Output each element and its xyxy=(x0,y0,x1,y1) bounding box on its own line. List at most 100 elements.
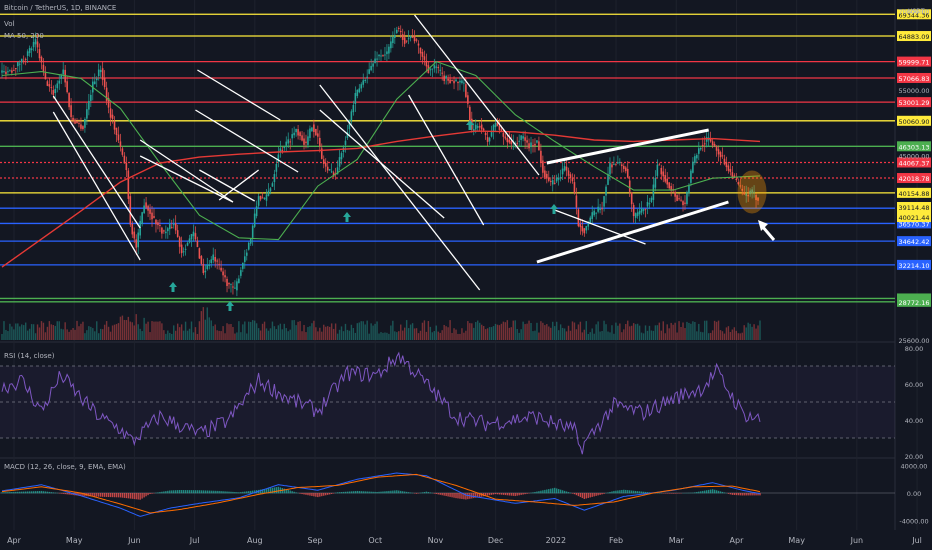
volume-bar xyxy=(658,322,661,340)
macd-histogram-bar xyxy=(196,490,199,494)
macd-histogram-bar xyxy=(621,489,623,494)
trendline xyxy=(197,69,281,121)
macd-histogram-bar xyxy=(88,493,90,497)
candle-body xyxy=(249,238,252,244)
macd-histogram-bar xyxy=(52,492,55,494)
candle-body xyxy=(591,212,594,219)
volume-bar xyxy=(536,322,538,340)
macd-histogram-bar xyxy=(285,489,287,494)
volume-bar xyxy=(733,327,736,340)
macd-histogram-bar xyxy=(34,491,37,494)
candle-body xyxy=(547,177,550,181)
macd-histogram-bar xyxy=(36,491,39,494)
macd-histogram-bar xyxy=(554,487,556,494)
candle-body xyxy=(198,248,201,259)
candle-body xyxy=(251,225,254,238)
volume-bar xyxy=(325,326,327,340)
x-axis-label: Oct xyxy=(368,536,382,545)
candle-body xyxy=(670,186,672,191)
x-axis-label: Apr xyxy=(7,536,22,545)
volume-bar xyxy=(540,321,542,340)
price-level-tag xyxy=(897,218,931,229)
volume-bar xyxy=(469,323,471,340)
price-level-tag xyxy=(897,115,931,126)
volume-bar xyxy=(719,330,722,340)
price-axis-label: 45000.00 xyxy=(898,153,929,161)
candle-body xyxy=(240,270,242,276)
candle-body xyxy=(382,55,384,57)
x-axis-label: Apr xyxy=(730,536,745,545)
white-arrowhead-icon xyxy=(758,220,768,231)
candle-body xyxy=(725,162,728,168)
candle-body xyxy=(328,169,331,171)
volume-bar xyxy=(688,322,690,340)
macd-histogram-bar xyxy=(380,491,382,494)
macd-histogram-bar xyxy=(311,493,313,496)
macd-histogram-bar xyxy=(271,487,274,494)
volume-bar xyxy=(644,325,647,340)
volume-bar xyxy=(648,325,651,340)
volume-bar xyxy=(9,323,11,340)
volume-bar xyxy=(66,329,68,340)
volume-bar xyxy=(672,324,674,340)
candle-body xyxy=(151,212,153,220)
candle-body xyxy=(622,165,625,169)
macd-histogram-bar xyxy=(636,491,639,494)
volume-bar xyxy=(52,324,55,340)
candle-body xyxy=(218,264,220,266)
candle-body xyxy=(518,140,520,142)
macd-histogram-bar xyxy=(403,491,406,494)
macd-histogram-bar xyxy=(352,491,355,494)
macd-histogram-bar xyxy=(184,490,187,494)
volume-bar xyxy=(248,321,250,340)
volume-bar xyxy=(328,326,331,340)
candle-body xyxy=(206,264,209,270)
macd-histogram-bar xyxy=(374,491,376,494)
macd-histogram-bar xyxy=(739,493,741,496)
rsi-axis-label: 60.00 xyxy=(905,381,924,389)
volume-bar xyxy=(473,327,475,340)
candle-body xyxy=(439,69,442,71)
macd-histogram-bar xyxy=(309,493,311,496)
macd-histogram-bar xyxy=(26,491,29,494)
volume-bar xyxy=(305,332,307,340)
volume-bar xyxy=(609,332,611,340)
candle-body xyxy=(680,199,682,201)
x-axis-label: May xyxy=(66,536,83,545)
candle-body xyxy=(220,267,222,271)
volume-bar xyxy=(99,328,102,340)
volume-bar xyxy=(555,321,558,340)
candle-body xyxy=(58,80,61,84)
volume-bar xyxy=(670,322,672,340)
candle-body xyxy=(202,264,205,274)
candle-body xyxy=(394,35,396,38)
volume-bar xyxy=(384,332,386,340)
volume-bar xyxy=(739,333,741,340)
volume-bar xyxy=(508,327,511,340)
candle-body xyxy=(407,38,410,40)
price-axis-label: 25600.00 xyxy=(898,337,929,345)
signal-line xyxy=(1,473,761,514)
macd-histogram-bar xyxy=(692,492,694,494)
candle-body xyxy=(243,256,246,262)
macd-histogram-bar xyxy=(577,493,580,497)
macd-histogram-bar xyxy=(167,490,169,494)
macd-histogram-bar xyxy=(743,493,745,496)
candle-body xyxy=(711,141,714,146)
volume-bar xyxy=(392,320,394,340)
macd-histogram-bar xyxy=(368,491,370,494)
candle-body xyxy=(68,93,70,108)
candle-body xyxy=(54,89,57,94)
volume-bar xyxy=(358,322,360,340)
volume-bar xyxy=(563,328,566,340)
candle-body xyxy=(392,37,394,44)
candle-body xyxy=(180,244,183,254)
volume-bar xyxy=(723,333,726,340)
volume-bar xyxy=(11,326,13,340)
volume-bar xyxy=(135,314,137,340)
price-level-tag-text: 69344.36 xyxy=(898,11,929,19)
candle-body xyxy=(344,140,347,145)
macd-histogram-bar xyxy=(121,493,124,498)
volume-bar xyxy=(567,325,570,340)
macd-histogram-bar xyxy=(749,493,751,496)
